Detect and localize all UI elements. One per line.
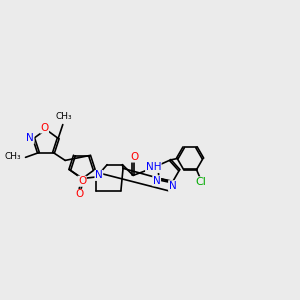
Text: O: O (78, 176, 86, 186)
Text: N: N (169, 181, 176, 191)
Text: O: O (40, 123, 49, 133)
Text: N: N (95, 170, 103, 180)
Text: N: N (153, 176, 160, 186)
Text: O: O (130, 152, 139, 162)
Text: CH₃: CH₃ (55, 112, 72, 121)
Text: O: O (75, 189, 84, 200)
Text: Cl: Cl (195, 177, 206, 187)
Text: N: N (26, 134, 34, 143)
Text: CH₃: CH₃ (5, 152, 22, 161)
Text: NH: NH (146, 162, 161, 172)
